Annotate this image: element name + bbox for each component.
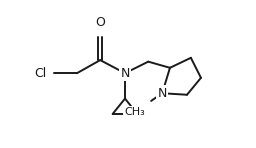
Text: CH₃: CH₃: [124, 107, 145, 117]
Text: N: N: [120, 67, 130, 80]
Text: N: N: [157, 87, 167, 100]
Text: O: O: [95, 16, 105, 29]
Text: Cl: Cl: [35, 67, 47, 80]
